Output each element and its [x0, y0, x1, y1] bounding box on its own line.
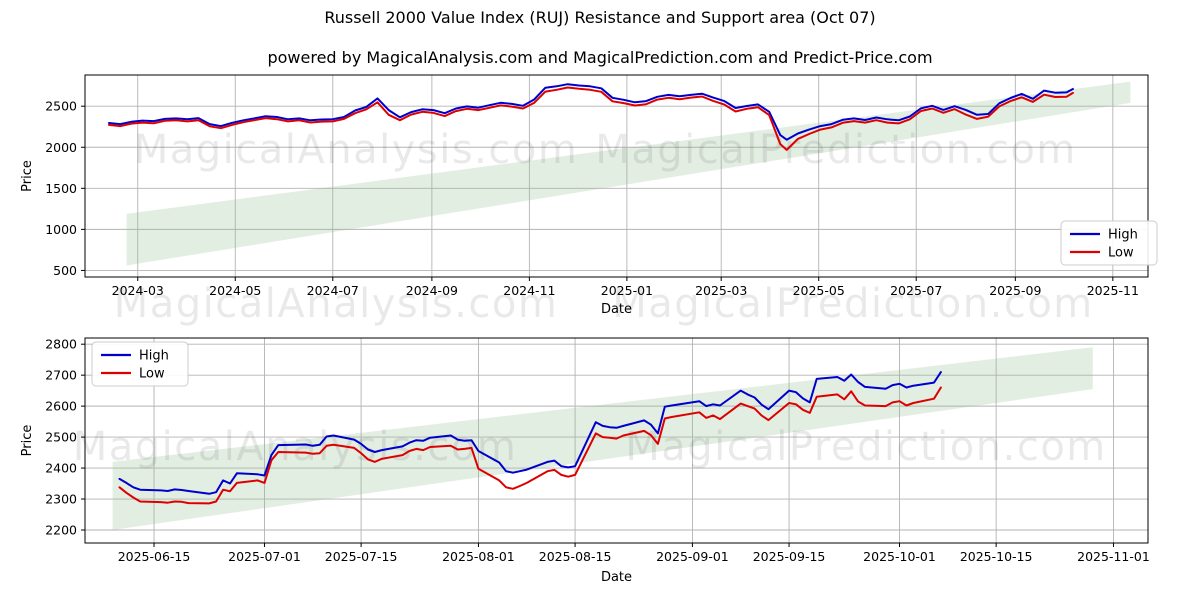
- legend-box: [91, 341, 189, 387]
- series-line-low: [118, 386, 942, 505]
- y-tick-label: 2200: [45, 522, 77, 537]
- x-tick-label: 2025-09: [989, 283, 1041, 298]
- x-axis-label: Date: [601, 570, 632, 585]
- y-tick-label: 500: [53, 263, 77, 278]
- chart-over-layer: 2025-06-15 2025-07-01 2025-07-15 2025-08-01…: [20, 337, 1150, 585]
- y-tick-label: 2500: [45, 430, 77, 445]
- watermark-text-right: MagicalPrediction.com: [595, 127, 1077, 173]
- y-axis-label: Price: [20, 160, 35, 192]
- y-tick-label: 1500: [45, 181, 77, 196]
- x-tick-label: 2024-05: [209, 283, 261, 298]
- support-resistance-band: [112, 347, 1093, 530]
- x-tick-label: 2025-07-01: [228, 549, 301, 564]
- series-line-high: [108, 83, 1074, 141]
- x-tick-label: 2025-10-01: [863, 549, 936, 564]
- y-tick-label: 1000: [45, 222, 77, 237]
- legend-label-low: Low: [1108, 246, 1134, 261]
- legend-box: [1060, 220, 1158, 266]
- x-tick-label: 2025-11-01: [1077, 549, 1150, 564]
- watermark-text-right: MagicalPrediction.com: [625, 424, 1107, 470]
- y-tick-label: 2400: [45, 461, 77, 476]
- legend-label-high: High: [139, 349, 169, 364]
- x-tick-label: 2025-06-15: [118, 549, 191, 564]
- y-tick-label: 2600: [45, 399, 77, 414]
- plot-border: [84, 337, 1149, 544]
- y-tick-label: 2500: [45, 99, 77, 114]
- x-tick-label: 2024-09: [406, 283, 458, 298]
- x-tick-label: 2024-03: [112, 283, 164, 298]
- x-tick-label: 2025-10-15: [960, 549, 1033, 564]
- legend: High Low: [1060, 220, 1158, 266]
- x-tick-label: 2024-07: [307, 283, 359, 298]
- x-tick-label: 2025-07: [890, 283, 942, 298]
- chart-under-layer: [85, 75, 1148, 277]
- series-line-high: [118, 371, 942, 495]
- y-tick-label: 2300: [45, 492, 77, 507]
- legend: High Low: [91, 341, 189, 387]
- watermark-text-left: MagicalAnalysis.com: [73, 424, 518, 470]
- x-tick-label: 2025-09-15: [753, 549, 826, 564]
- x-tick-label: 2025-09-01: [656, 549, 729, 564]
- x-tick-label: 2025-08-01: [442, 549, 515, 564]
- chart-under-layer: [85, 338, 1148, 543]
- plot-background: [85, 75, 1148, 277]
- x-tick-label: 2025-08-15: [539, 549, 612, 564]
- chart-title: Russell 2000 Value Index (RUJ) Resistanc…: [324, 8, 876, 27]
- watermark-text-right: MagicalPrediction.com: [612, 281, 1094, 327]
- x-tick-label: 2025-03: [695, 283, 747, 298]
- chart-subtitle: powered by MagicalAnalysis.com and Magic…: [267, 48, 933, 67]
- series-line-low: [108, 86, 1074, 151]
- watermark-layer: MagicalAnalysis.com MagicalPrediction.com…: [73, 127, 1107, 470]
- y-tick-label: 2800: [45, 337, 77, 352]
- legend-label-low: Low: [139, 367, 165, 382]
- x-tick-label: 2025-01: [601, 283, 653, 298]
- support-resistance-band: [126, 81, 1131, 266]
- plot-border: [84, 74, 1149, 278]
- y-tick-label: 2700: [45, 368, 77, 383]
- watermark-text-left: MagicalAnalysis.com: [114, 281, 559, 327]
- chart-over-layer: 2024-03 2024-05 2024-07 2024-09 2024-11 2025-…: [20, 74, 1158, 317]
- x-tick-label: 2025-07-15: [325, 549, 398, 564]
- y-tick-label: 2000: [45, 140, 77, 155]
- watermark-text-left: MagicalAnalysis.com: [134, 127, 579, 173]
- legend-label-high: High: [1108, 228, 1138, 243]
- plot-background: [85, 338, 1148, 543]
- x-tick-label: 2025-11: [1087, 283, 1139, 298]
- y-axis-label: Price: [20, 425, 35, 457]
- x-axis-label: Date: [601, 302, 632, 317]
- x-tick-label: 2024-11: [503, 283, 555, 298]
- x-tick-label: 2025-05: [793, 283, 845, 298]
